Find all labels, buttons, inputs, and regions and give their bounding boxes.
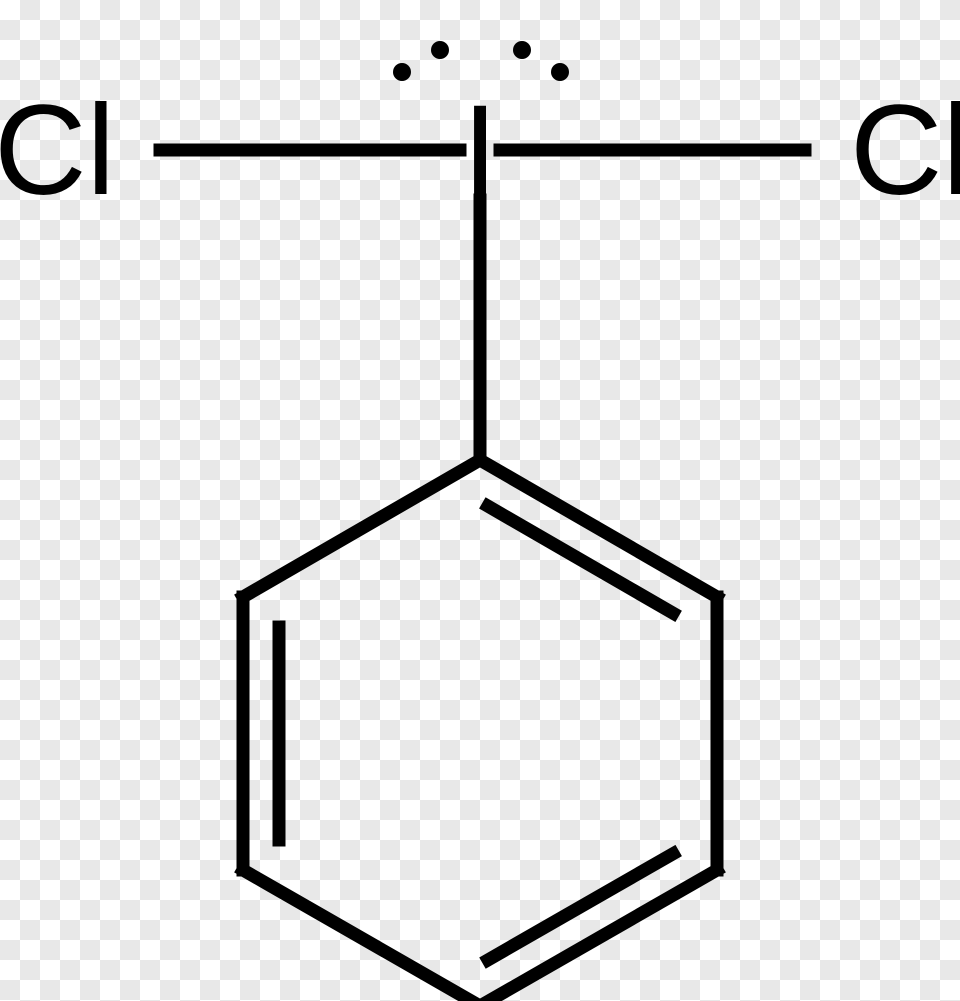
atom-label-iodine: I [462,79,498,222]
atom-label-cl-left: Cl [0,79,115,222]
molecule-diagram: I Cl Cl [0,0,960,1001]
bond-C4-C5 [243,870,480,1001]
bond-C6-C1 [243,460,480,597]
lone-pair-dot [551,63,569,81]
lone-pair-dot [393,63,411,81]
atom-label-cl-right: Cl [850,79,960,222]
lone-pair-dot [431,41,449,59]
lone-pair-dot [513,41,531,59]
